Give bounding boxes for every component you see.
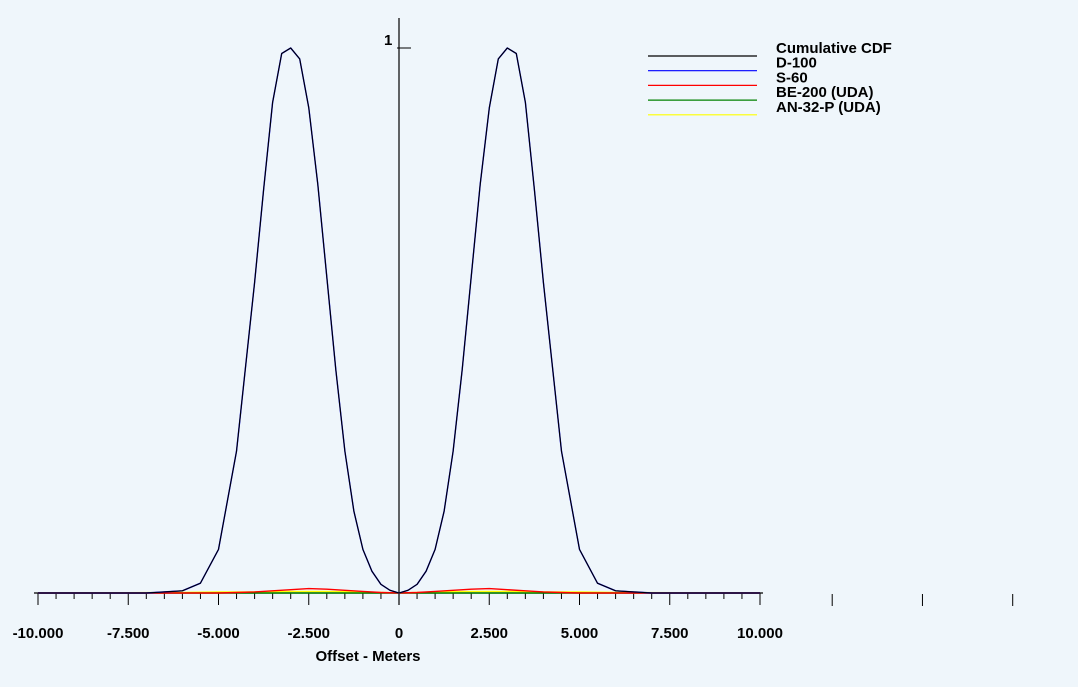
x-tick-label: 0 xyxy=(395,625,403,642)
x-tick-label: -10.000 xyxy=(13,625,64,642)
legend-label: AN-32-P (UDA) xyxy=(776,99,881,116)
x-tick-label: -7.500 xyxy=(107,625,150,642)
x-tick-labels: -10.000 -7.500 -5.000 -2.500 0 2.500 5.000 7.50… xyxy=(13,625,783,642)
x-tick-label: 10.000 xyxy=(737,625,783,642)
x-tick-label: -5.000 xyxy=(197,625,240,642)
x-tick-label: -2.500 xyxy=(287,625,330,642)
legend-label: Cumulative CDF xyxy=(776,40,892,57)
x-tick-label: 7.500 xyxy=(651,625,689,642)
x-tick-label: 5.000 xyxy=(561,625,599,642)
series-line xyxy=(38,47,760,594)
series-layer xyxy=(37,47,761,594)
x-tick-label: 2.500 xyxy=(470,625,508,642)
y-max-label: 1 xyxy=(384,32,392,49)
x-axis-title: Offset - Meters xyxy=(315,648,420,665)
legend-label: D-100 xyxy=(776,55,817,72)
legend-label: BE-200 (UDA) xyxy=(776,84,874,101)
legend-label: S-60 xyxy=(776,69,808,86)
